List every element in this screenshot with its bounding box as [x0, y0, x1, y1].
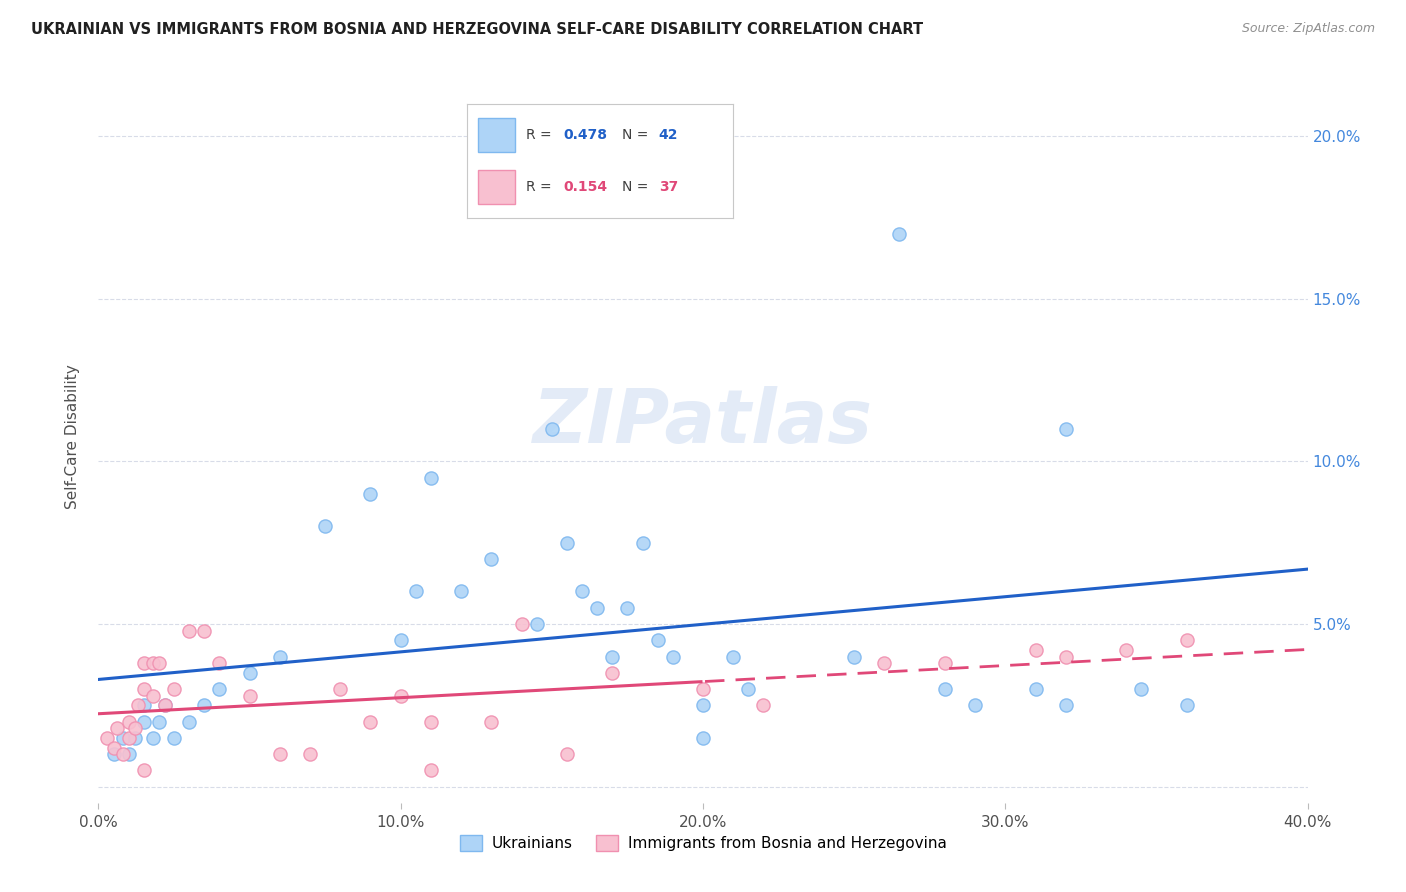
- Point: [420, 714, 443, 729]
- Point: [132, 764, 155, 778]
- Point: [1175, 698, 1198, 713]
- Point: [934, 656, 956, 670]
- Point: [208, 681, 231, 696]
- Point: [526, 617, 548, 632]
- Text: UKRAINIAN VS IMMIGRANTS FROM BOSNIA AND HERZEGOVINA SELF-CARE DISABILITY CORRELA: UKRAINIAN VS IMMIGRANTS FROM BOSNIA AND …: [31, 22, 924, 37]
- Point: [314, 519, 336, 533]
- Point: [934, 681, 956, 696]
- Point: [1054, 649, 1077, 664]
- Point: [481, 714, 503, 729]
- Point: [692, 681, 714, 696]
- Point: [103, 740, 125, 755]
- Point: [420, 764, 443, 778]
- Point: [132, 714, 155, 729]
- Point: [239, 665, 262, 680]
- Point: [965, 698, 987, 713]
- Point: [602, 649, 624, 664]
- Point: [1115, 643, 1137, 657]
- Point: [179, 714, 201, 729]
- Point: [1130, 681, 1153, 696]
- Point: [1054, 698, 1077, 713]
- Point: [124, 721, 146, 735]
- Point: [540, 422, 562, 436]
- Point: [1054, 422, 1077, 436]
- Point: [179, 624, 201, 638]
- Point: [389, 633, 412, 648]
- Point: [132, 698, 155, 713]
- Point: [692, 731, 714, 745]
- Point: [844, 649, 866, 664]
- Point: [142, 656, 165, 670]
- Point: [127, 698, 149, 713]
- Point: [1024, 643, 1046, 657]
- Point: [142, 731, 165, 745]
- Point: [481, 552, 503, 566]
- Point: [153, 698, 176, 713]
- Point: [631, 535, 654, 549]
- Point: [111, 747, 134, 761]
- Point: [269, 649, 291, 664]
- Point: [555, 535, 578, 549]
- Point: [586, 600, 609, 615]
- Point: [118, 714, 141, 729]
- Point: [889, 227, 911, 241]
- Point: [571, 584, 593, 599]
- Point: [118, 747, 141, 761]
- Point: [111, 731, 134, 745]
- Point: [105, 721, 128, 735]
- Point: [118, 731, 141, 745]
- Point: [299, 747, 322, 761]
- Point: [103, 747, 125, 761]
- Point: [132, 656, 155, 670]
- Point: [1175, 633, 1198, 648]
- Text: Source: ZipAtlas.com: Source: ZipAtlas.com: [1241, 22, 1375, 36]
- Point: [737, 681, 759, 696]
- Point: [329, 681, 352, 696]
- Point: [389, 689, 412, 703]
- Point: [142, 689, 165, 703]
- Point: [239, 689, 262, 703]
- Point: [208, 656, 231, 670]
- Point: [723, 649, 745, 664]
- Point: [148, 656, 170, 670]
- Point: [420, 471, 443, 485]
- Point: [1024, 681, 1046, 696]
- Point: [647, 633, 669, 648]
- Legend: Ukrainians, Immigrants from Bosnia and Herzegovina: Ukrainians, Immigrants from Bosnia and H…: [453, 830, 953, 857]
- Point: [163, 681, 186, 696]
- Point: [193, 698, 215, 713]
- Point: [405, 584, 427, 599]
- Point: [616, 600, 638, 615]
- Point: [602, 665, 624, 680]
- Point: [269, 747, 291, 761]
- Point: [193, 624, 215, 638]
- Point: [555, 747, 578, 761]
- Point: [873, 656, 896, 670]
- Point: [148, 714, 170, 729]
- Point: [360, 487, 382, 501]
- Text: ZIPatlas: ZIPatlas: [533, 386, 873, 459]
- Point: [132, 681, 155, 696]
- Point: [450, 584, 472, 599]
- Point: [153, 698, 176, 713]
- Point: [96, 731, 118, 745]
- Point: [360, 714, 382, 729]
- Y-axis label: Self-Care Disability: Self-Care Disability: [65, 365, 80, 509]
- Point: [124, 731, 146, 745]
- Point: [510, 617, 533, 632]
- Point: [752, 698, 775, 713]
- Point: [692, 698, 714, 713]
- Point: [163, 731, 186, 745]
- Point: [661, 649, 683, 664]
